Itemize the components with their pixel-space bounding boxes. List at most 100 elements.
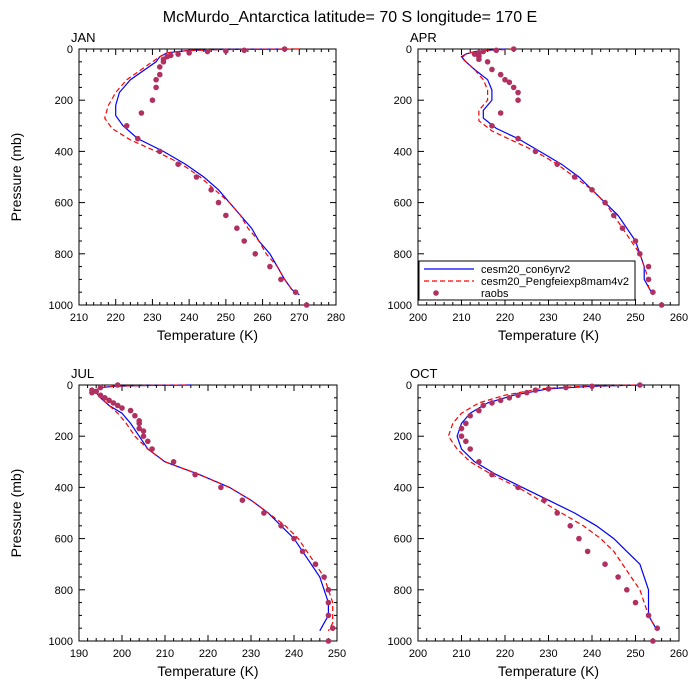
data-point: [515, 484, 521, 491]
data-point: [89, 389, 95, 396]
figure-title: McMurdo_Antarctica latitude= 70 S longit…: [163, 9, 537, 26]
data-point: [532, 387, 539, 393]
data-point: [299, 548, 306, 555]
x-tick-label: 220: [496, 648, 514, 660]
data-point: [497, 397, 504, 404]
y-tick-label: 400: [394, 482, 412, 494]
data-point: [192, 471, 198, 478]
y-axis-label: Pressure (mb): [8, 133, 24, 222]
data-point: [476, 407, 482, 414]
data-point: [138, 110, 145, 116]
y-tick-label: 600: [55, 198, 73, 210]
data-point: [506, 395, 513, 401]
x-tick-label: 250: [217, 312, 235, 324]
series-raobs: [458, 382, 661, 644]
data-point: [208, 187, 214, 193]
data-point: [467, 412, 474, 419]
data-point: [261, 510, 267, 516]
data-point: [576, 535, 582, 542]
data-point: [123, 123, 130, 129]
data-point: [515, 392, 521, 399]
data-point: [658, 302, 665, 308]
y-tick-label: 400: [394, 146, 412, 158]
data-point: [204, 48, 211, 55]
data-point: [463, 420, 469, 427]
y-tick-label: 800: [394, 585, 412, 597]
data-point: [476, 459, 482, 465]
data-point: [132, 412, 138, 419]
x-tick-label: 250: [626, 648, 644, 660]
x-tick-label: 240: [583, 648, 601, 660]
data-point: [193, 174, 200, 180]
data-point: [637, 382, 643, 388]
data-point: [175, 51, 181, 57]
y-tick-label: 1000: [388, 300, 412, 312]
x-tick-label: 230: [539, 312, 557, 324]
series-line-cesm20_Pengfeiexp8mam4v2: [104, 48, 300, 296]
data-point: [215, 199, 222, 206]
panel-jul: JUL 190 200 210 220 230 240 250 0 200 400 600 800 100…: [8, 366, 346, 679]
data-point: [650, 289, 656, 296]
data-point: [312, 561, 319, 567]
series-raobs: [123, 46, 310, 308]
data-point: [584, 548, 591, 555]
data-point: [134, 135, 141, 142]
y-axis-label: Pressure (mb): [8, 469, 24, 558]
data-point: [632, 238, 639, 244]
data-point: [554, 510, 560, 516]
data-point: [489, 66, 495, 73]
x-tick-label: 240: [285, 648, 303, 660]
data-point: [156, 148, 163, 155]
data-point: [186, 50, 192, 56]
data-point: [281, 46, 288, 52]
data-point: [136, 425, 142, 432]
panels: JAN 210 220 230 240 250 260 270 280 0 200 400 600 800…: [8, 30, 688, 679]
x-tick-label: 210: [452, 648, 470, 660]
series-line-cesm20_con6yrv2: [115, 48, 300, 296]
data-point: [515, 89, 521, 96]
data-point: [515, 97, 521, 103]
data-point: [502, 76, 508, 83]
x-tick-label: 220: [496, 312, 514, 324]
x-axis-label: Temperature (K): [498, 327, 599, 343]
panel-apr: APR 200 210 220 230 240 250 260 0 200 400 600 800 100…: [388, 30, 689, 343]
data-point: [497, 71, 504, 78]
data-point: [119, 405, 125, 411]
data-point: [654, 625, 661, 631]
data-point: [278, 523, 284, 529]
data-point: [252, 251, 259, 257]
data-point: [589, 187, 595, 193]
data-point: [615, 574, 621, 580]
data-point: [102, 395, 108, 401]
y-tick-label: 1000: [49, 300, 73, 312]
data-point: [149, 97, 156, 103]
data-point: [149, 446, 155, 452]
data-point: [291, 535, 297, 542]
data-point: [321, 574, 327, 580]
data-point: [510, 84, 517, 91]
panel-label: JUL: [71, 366, 94, 381]
panel-jan: JAN 210 220 230 240 250 260 270 280 0 200 400 600 800…: [8, 30, 345, 343]
y-tick-label: 1000: [388, 636, 412, 648]
data-point: [140, 433, 147, 440]
data-point: [170, 459, 177, 465]
data-point: [223, 212, 229, 219]
data-point: [110, 400, 117, 406]
x-tick-label: 210: [156, 648, 174, 660]
y-tick-label: 600: [394, 198, 412, 210]
data-point: [506, 79, 513, 86]
data-point: [463, 438, 469, 445]
data-point: [267, 263, 273, 270]
legend-label: raobs: [481, 288, 509, 300]
data-point: [541, 497, 547, 504]
data-point: [619, 225, 626, 231]
x-tick-label: 220: [199, 648, 217, 660]
y-tick-label: 600: [394, 534, 412, 546]
legend: cesm20_con6yrv2cesm20_Pengfeiexp8mam4v2r…: [418, 260, 636, 301]
data-point: [223, 48, 229, 54]
legend-box: [418, 260, 636, 301]
data-point: [493, 47, 500, 54]
x-tick-label: 250: [626, 312, 644, 324]
data-point: [637, 251, 643, 257]
